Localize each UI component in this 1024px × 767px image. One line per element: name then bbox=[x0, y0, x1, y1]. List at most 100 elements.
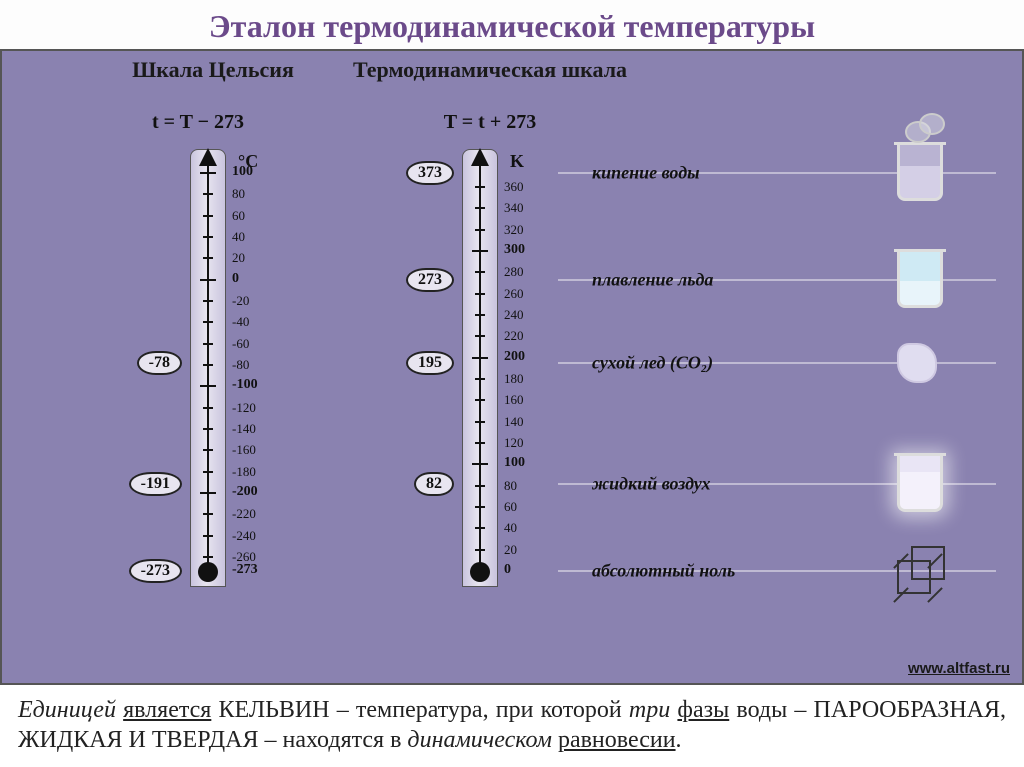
tick-label: 320 bbox=[504, 222, 524, 238]
event-icon-boiling bbox=[897, 145, 943, 201]
tick-label: 100 bbox=[504, 455, 525, 471]
tick-label: 120 bbox=[504, 435, 524, 451]
tick-major bbox=[200, 279, 216, 281]
event-icon-liquidair bbox=[897, 456, 943, 512]
event-label: кипение воды bbox=[592, 163, 700, 184]
caption: Единицей является КЕЛЬВИН – температура,… bbox=[0, 685, 1024, 767]
tick-label: 340 bbox=[504, 200, 524, 216]
tick-minor bbox=[203, 364, 213, 366]
event-label: абсолютный ноль bbox=[592, 561, 735, 582]
kelvin-badge: 373 bbox=[406, 161, 454, 185]
tick-minor bbox=[475, 485, 485, 487]
tick-minor bbox=[475, 271, 485, 273]
tick-label: -100 bbox=[232, 377, 258, 393]
tick-minor bbox=[203, 300, 213, 302]
tick-label: -200 bbox=[232, 484, 258, 500]
tick-label: 60 bbox=[504, 499, 517, 515]
tick-label: 260 bbox=[504, 286, 524, 302]
tick-label: 0 bbox=[232, 271, 239, 287]
tick-label: 40 bbox=[504, 520, 517, 536]
tick-minor bbox=[475, 229, 485, 231]
tick-label: 20 bbox=[504, 542, 517, 558]
tick-minor bbox=[203, 257, 213, 259]
tick-minor bbox=[475, 314, 485, 316]
tick-label: 180 bbox=[504, 371, 524, 387]
celsius-badge: -273 bbox=[129, 559, 182, 583]
event-label: сухой лед (CO₂) bbox=[592, 352, 713, 373]
tick-minor bbox=[475, 421, 485, 423]
cap-1c: КЕЛЬВИН – температура, при которой bbox=[211, 697, 629, 723]
tick-minor bbox=[203, 428, 213, 430]
tick-minor bbox=[203, 343, 213, 345]
tick-label: -40 bbox=[232, 314, 249, 330]
tick-label: 140 bbox=[504, 414, 524, 430]
tick-minor bbox=[475, 186, 485, 188]
event-icon-crystal bbox=[897, 546, 947, 596]
tick-label: 80 bbox=[504, 478, 517, 494]
tick-major bbox=[472, 463, 488, 465]
tick-minor bbox=[475, 527, 485, 529]
thermometer-kelvin bbox=[462, 149, 498, 587]
cap-1b: является bbox=[123, 697, 211, 723]
tick-minor bbox=[203, 449, 213, 451]
tick-label: 220 bbox=[504, 328, 524, 344]
tick-label: 240 bbox=[504, 307, 524, 323]
tick-major bbox=[200, 172, 216, 174]
tick-minor bbox=[203, 407, 213, 409]
celsius-formula: t = T − 273 bbox=[113, 111, 283, 134]
tick-major bbox=[200, 492, 216, 494]
tick-label: -80 bbox=[232, 357, 249, 373]
tick-major bbox=[200, 385, 216, 387]
tick-major bbox=[200, 570, 216, 572]
tick-label: 200 bbox=[504, 349, 525, 365]
kelvin-formula: T = t + 273 bbox=[405, 111, 575, 134]
tick-minor bbox=[203, 215, 213, 217]
tick-minor bbox=[203, 321, 213, 323]
tick-major bbox=[472, 570, 488, 572]
tick-minor bbox=[203, 556, 213, 558]
cap-2d: равновесии bbox=[558, 727, 676, 753]
celsius-header: Шкала Цельсия bbox=[98, 57, 328, 83]
tick-label: 60 bbox=[232, 208, 245, 224]
tick-major bbox=[472, 250, 488, 252]
temperature-diagram: www.altfast.ru Шкала Цельсия Термодинамич… bbox=[0, 49, 1024, 685]
kelvin-badge: 273 bbox=[406, 268, 454, 292]
tick-major bbox=[472, 357, 488, 359]
tick-label: 160 bbox=[504, 392, 524, 408]
tick-minor bbox=[203, 471, 213, 473]
tick-minor bbox=[475, 549, 485, 551]
kelvin-badge: 82 bbox=[414, 472, 454, 496]
tick-minor bbox=[203, 236, 213, 238]
tick-label: -140 bbox=[232, 421, 256, 437]
event-label: жидкий воздух bbox=[592, 473, 711, 494]
tick-label: -260 bbox=[232, 549, 256, 565]
kelvin-unit: K bbox=[510, 151, 524, 172]
tick-label: -240 bbox=[232, 528, 256, 544]
slide: Эталон термодинамической температуры www… bbox=[0, 0, 1024, 767]
page-title: Эталон термодинамической температуры bbox=[0, 0, 1024, 49]
event-icon-melting bbox=[897, 252, 943, 308]
tick-label: -120 bbox=[232, 400, 256, 416]
tick-minor bbox=[475, 378, 485, 380]
celsius-badge: -191 bbox=[129, 472, 182, 496]
tick-label: 40 bbox=[232, 229, 245, 245]
kelvin-header: Термодинамическая шкала bbox=[350, 57, 630, 83]
tick-minor bbox=[203, 535, 213, 537]
tick-label: 0 bbox=[504, 562, 511, 578]
tick-minor bbox=[203, 193, 213, 195]
tick-label: 80 bbox=[232, 186, 245, 202]
tick-label: -60 bbox=[232, 336, 249, 352]
tick-label: -220 bbox=[232, 506, 256, 522]
cap-2c: динамическом bbox=[407, 727, 558, 753]
tick-label: -180 bbox=[232, 464, 256, 480]
tick-label: -20 bbox=[232, 293, 249, 309]
celsius-badge: -78 bbox=[137, 351, 182, 375]
tick-minor bbox=[475, 293, 485, 295]
tick-label: 360 bbox=[504, 179, 524, 195]
kelvin-badge: 195 bbox=[406, 351, 454, 375]
tick-label: 300 bbox=[504, 242, 525, 258]
tick-label: 280 bbox=[504, 264, 524, 280]
watermark-link[interactable]: www.altfast.ru bbox=[908, 660, 1010, 677]
tick-minor bbox=[475, 399, 485, 401]
tick-minor bbox=[475, 207, 485, 209]
